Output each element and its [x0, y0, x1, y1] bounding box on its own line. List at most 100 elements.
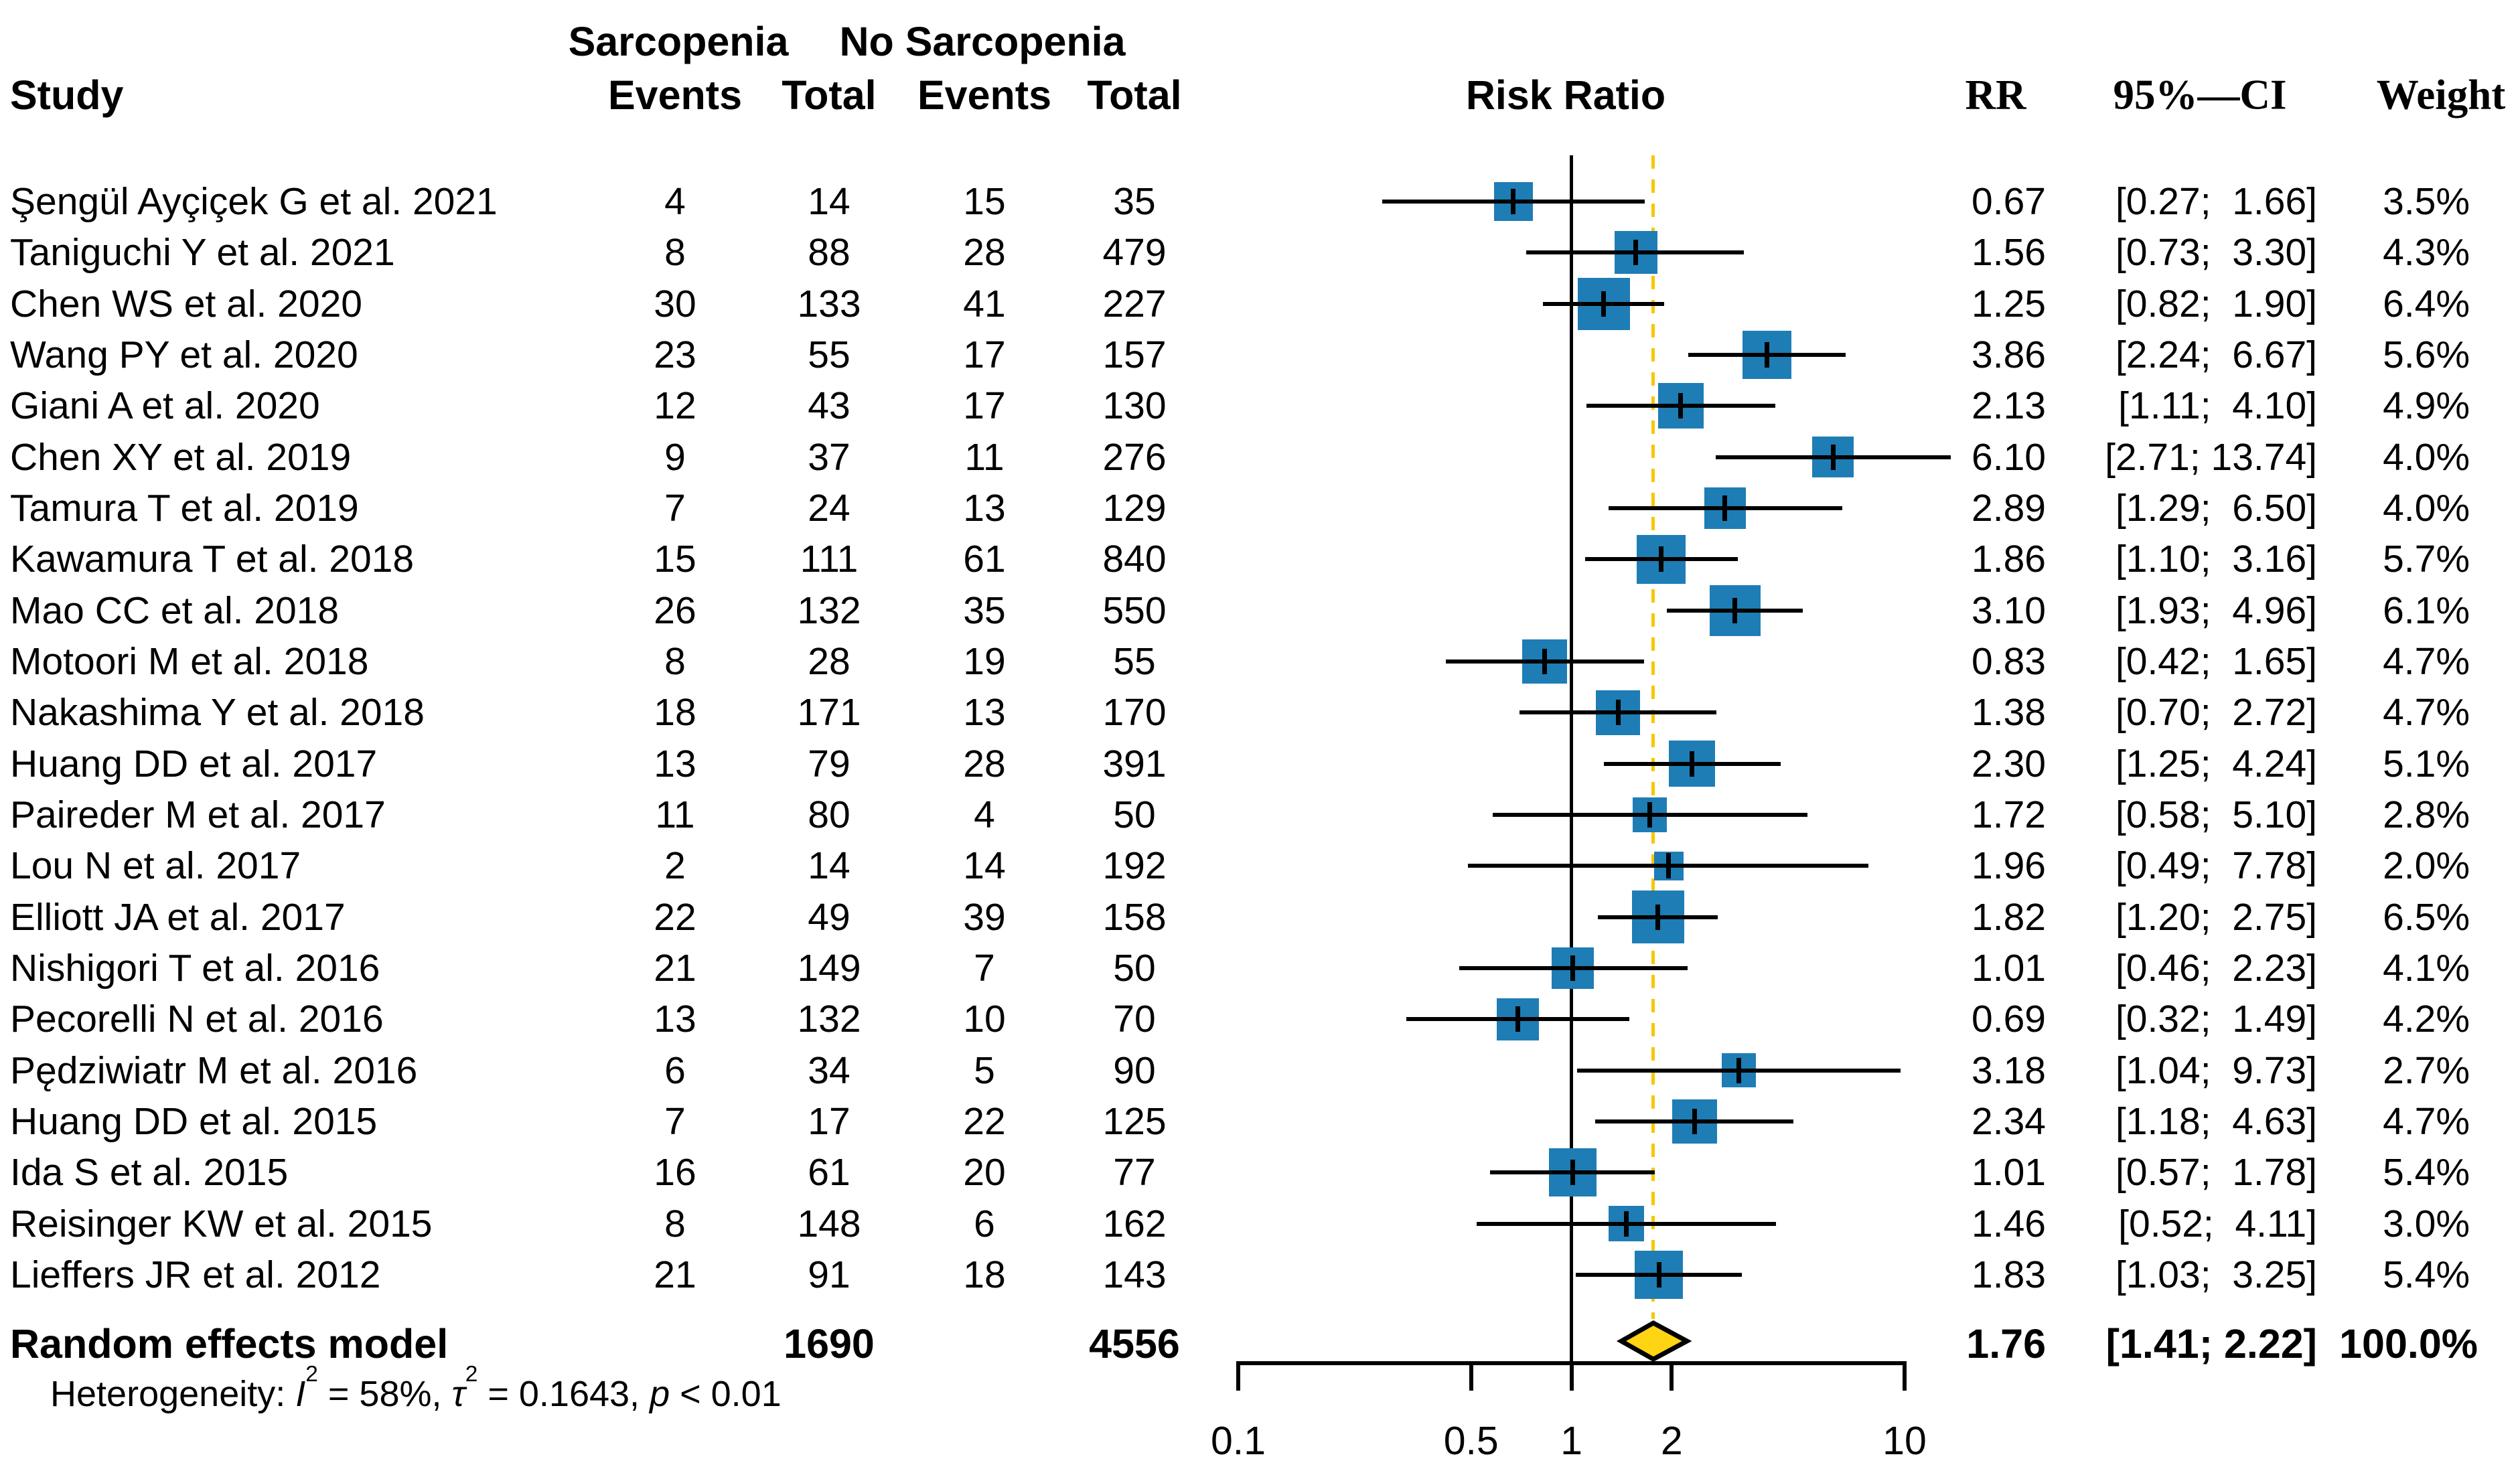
weight-value: 4.0% [2383, 486, 2470, 530]
x-axis-tick [1569, 1361, 1574, 1391]
nosarcopenia-events-value: 15 [963, 180, 1006, 223]
nosarcopenia-events-value: 35 [963, 589, 1006, 632]
nosarcopenia-events-value: 17 [963, 333, 1006, 376]
nosarcopenia-events-value: 7 [974, 946, 995, 990]
sarcopenia-events-value: 8 [664, 639, 686, 683]
sarcopenia-total-value: 37 [808, 435, 850, 479]
study-label: Taniguchi Y et al. 2021 [10, 231, 395, 275]
ci-value: [1.11; 4.10] [2118, 384, 2317, 428]
column-header-total-nosarcopenia: Total [1087, 72, 1182, 118]
ci-value: [1.20; 2.75] [2115, 895, 2317, 939]
x-axis-tick [1469, 1361, 1473, 1391]
nosarcopenia-events-value: 28 [963, 742, 1006, 785]
rr-value: 3.86 [1972, 333, 2046, 376]
sarcopenia-events-value: 8 [664, 1202, 686, 1245]
weight-value: 4.9% [2383, 384, 2470, 428]
point-estimate-tick [1655, 904, 1661, 930]
study-label: Elliott JA et al. 2017 [10, 895, 346, 939]
nosarcopenia-total-value: 130 [1102, 384, 1167, 428]
sarcopenia-events-value: 30 [654, 282, 696, 325]
weight-value: 4.7% [2383, 1099, 2470, 1143]
weight-value: 5.6% [2383, 333, 2470, 376]
sarcopenia-total-value: 55 [808, 333, 850, 376]
rr-value: 1.01 [1972, 1151, 2046, 1194]
sarcopenia-total-value: 133 [797, 282, 861, 325]
sarcopenia-total-value: 14 [808, 180, 850, 223]
group-header-sarcopenia: Sarcopenia [568, 19, 789, 64]
nosarcopenia-events-value: 13 [963, 691, 1006, 734]
point-estimate-tick [1678, 393, 1684, 419]
nosarcopenia-total-value: 129 [1102, 486, 1167, 530]
sarcopenia-total-value: 24 [808, 486, 850, 530]
sarcopenia-total-value: 149 [797, 946, 861, 990]
study-label: Lieffers JR et al. 2012 [10, 1253, 381, 1296]
rr-value: 2.34 [1972, 1099, 2046, 1143]
tau-squared-symbol: τ [451, 1374, 465, 1414]
pooled-diamond-shape [1616, 1320, 1692, 1362]
nosarcopenia-total-value: 162 [1102, 1202, 1167, 1245]
summary-total-nosarcopenia: 4556 [1089, 1321, 1180, 1367]
column-header-rr: RR [1965, 71, 2026, 119]
rr-value: 1.72 [1972, 793, 2046, 836]
rr-value: 0.67 [1972, 180, 2046, 223]
ci-value: [0.49; 7.78] [2115, 844, 2317, 888]
point-estimate-tick [1764, 341, 1769, 368]
sarcopenia-events-value: 22 [654, 895, 696, 939]
rr-value: 6.10 [1972, 435, 2046, 479]
nosarcopenia-events-value: 39 [963, 895, 1006, 939]
rr-value: 1.38 [1972, 691, 2046, 734]
sarcopenia-events-value: 13 [654, 742, 696, 785]
summary-weight-value: 100.0% [2339, 1321, 2478, 1367]
summary-total-sarcopenia: 1690 [784, 1321, 875, 1367]
heterogeneity-prefix: Heterogeneity: [50, 1374, 296, 1414]
nosarcopenia-total-value: 840 [1102, 538, 1167, 581]
point-estimate-tick [1542, 648, 1547, 674]
point-estimate-tick [1623, 1211, 1629, 1237]
point-estimate-tick [1570, 955, 1576, 981]
ci-value: [0.58; 5.10] [2115, 793, 2317, 836]
nosarcopenia-total-value: 77 [1113, 1151, 1156, 1194]
sarcopenia-events-value: 12 [654, 384, 696, 428]
i-squared-symbol: I [295, 1374, 306, 1414]
sarcopenia-total-value: 34 [808, 1049, 850, 1092]
heterogeneity-note: Heterogeneity: I2 = 58%, τ2 = 0.1643, p … [10, 1332, 782, 1456]
sarcopenia-events-value: 7 [664, 1099, 686, 1143]
nosarcopenia-events-value: 20 [963, 1151, 1006, 1194]
weight-value: 4.7% [2383, 639, 2470, 683]
study-label: Chen XY et al. 2019 [10, 435, 352, 479]
rr-value: 3.18 [1972, 1049, 2046, 1092]
tau-squared-exponent: 2 [465, 1361, 478, 1387]
nosarcopenia-total-value: 55 [1113, 639, 1156, 683]
ci-value: [1.10; 3.16] [2115, 538, 2317, 581]
x-axis-tick [1903, 1361, 1907, 1391]
ci-value: [0.52; 4.11] [2118, 1202, 2317, 1245]
study-label: Paireder M et al. 2017 [10, 793, 386, 836]
point-estimate-tick [1722, 495, 1728, 521]
nosarcopenia-events-value: 11 [964, 435, 1005, 479]
weight-value: 5.4% [2383, 1253, 2470, 1296]
ci-value: [0.27; 1.66] [2115, 180, 2317, 223]
sarcopenia-total-value: 61 [808, 1151, 850, 1194]
sarcopenia-total-value: 14 [808, 844, 850, 888]
point-estimate-tick [1570, 1160, 1576, 1186]
sarcopenia-total-value: 79 [808, 742, 850, 785]
summary-rr-value: 1.76 [1966, 1321, 2046, 1367]
summary-ci-value: [1.41; 2.22] [2105, 1321, 2317, 1367]
x-axis-tick-label: 0.1 [1210, 1419, 1266, 1463]
weight-value: 5.1% [2383, 742, 2470, 785]
nosarcopenia-total-value: 192 [1102, 844, 1167, 888]
rr-value: 3.10 [1972, 589, 2046, 632]
x-axis-tick-label: 2 [1660, 1419, 1683, 1463]
weight-value: 6.4% [2383, 282, 2470, 325]
ci-value: [0.46; 2.23] [2115, 946, 2317, 990]
summary-label: Random effects model [10, 1321, 449, 1367]
sarcopenia-events-value: 26 [654, 589, 696, 632]
column-header-events-sarcopenia: Events [607, 72, 743, 118]
rr-value: 1.82 [1972, 895, 2046, 939]
nosarcopenia-total-value: 90 [1113, 1049, 1156, 1092]
sarcopenia-events-value: 21 [654, 946, 696, 990]
weight-value: 2.7% [2383, 1049, 2470, 1092]
study-label: Pędziwiatr M et al. 2016 [10, 1049, 418, 1092]
point-estimate-tick [1830, 444, 1836, 470]
nosarcopenia-total-value: 50 [1113, 793, 1156, 836]
